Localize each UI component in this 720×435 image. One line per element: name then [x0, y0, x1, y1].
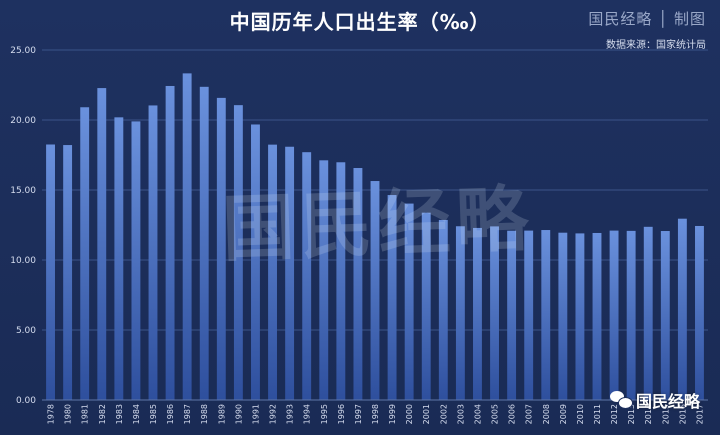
- wechat-account-badge: 国民经略: [610, 388, 700, 412]
- x-tick-label: 2010: [576, 404, 585, 424]
- bar-1999: [388, 195, 397, 400]
- bar-2017: [695, 226, 704, 400]
- y-tick-label: 10.00: [10, 256, 36, 266]
- bar-1981: [80, 107, 89, 400]
- x-tick-label: 2008: [542, 404, 551, 424]
- bar-1986: [166, 86, 175, 400]
- x-tick-label: 1989: [217, 404, 226, 424]
- bar-1980: [63, 145, 72, 400]
- bar-2002: [439, 220, 448, 400]
- wechat-account-name: 国民经略: [636, 388, 700, 412]
- bar-2005: [490, 226, 499, 400]
- bar-1989: [217, 98, 226, 400]
- bar-2013: [627, 231, 636, 400]
- bar-2008: [541, 230, 550, 400]
- x-tick-label: 2002: [439, 404, 448, 424]
- x-tick-label: 1996: [337, 404, 346, 424]
- x-tick-label: 2011: [593, 404, 602, 424]
- bar-1983: [114, 117, 123, 400]
- y-tick-label: 25.00: [10, 46, 36, 56]
- x-tick-label: 2009: [559, 404, 568, 424]
- x-tick-label: 2003: [456, 404, 465, 424]
- bar-1990: [234, 105, 243, 400]
- x-tick-label: 1988: [200, 404, 209, 424]
- x-tick-label: 2005: [491, 404, 500, 424]
- bar-2003: [456, 226, 465, 400]
- x-tick-label: 1992: [269, 404, 278, 424]
- bar-2014: [644, 227, 653, 400]
- x-tick-label: 2001: [422, 404, 431, 424]
- bar-1998: [371, 181, 380, 400]
- bar-1982: [97, 88, 106, 400]
- bar-1996: [336, 162, 345, 400]
- x-tick-label: 1981: [81, 404, 90, 424]
- bar-2016: [678, 219, 687, 400]
- bar-2000: [405, 204, 414, 400]
- bar-2006: [507, 231, 516, 400]
- bar-2007: [524, 231, 533, 400]
- x-tick-label: 1990: [234, 404, 243, 424]
- wechat-icon: [610, 391, 632, 409]
- bar-2010: [575, 233, 584, 400]
- y-tick-label: 0.00: [16, 396, 36, 406]
- x-tick-label: 2007: [525, 404, 534, 424]
- x-tick-label: 1993: [286, 404, 295, 424]
- y-tick-label: 15.00: [10, 186, 36, 196]
- x-tick-label: 1991: [251, 404, 260, 424]
- bar-2009: [558, 233, 567, 400]
- x-tick-label: 1982: [98, 404, 107, 424]
- bar-2011: [593, 233, 602, 400]
- x-tick-label: 1995: [320, 404, 329, 424]
- x-tick-label: 1986: [166, 404, 175, 424]
- bar-1997: [353, 168, 362, 400]
- x-tick-label: 1999: [388, 404, 397, 424]
- bar-1987: [183, 73, 192, 400]
- x-tick-label: 1987: [183, 404, 192, 424]
- bar-2012: [610, 231, 619, 400]
- x-tick-label: 1984: [132, 404, 141, 424]
- y-tick-label: 20.00: [10, 116, 36, 126]
- x-tick-label: 2004: [473, 404, 482, 424]
- x-tick-label: 1978: [47, 404, 56, 424]
- x-tick-label: 1994: [303, 404, 312, 424]
- x-tick-label: 1998: [371, 404, 380, 424]
- bar-1978: [46, 145, 55, 401]
- bar-1992: [268, 145, 277, 400]
- x-tick-label: 1980: [64, 404, 73, 424]
- x-tick-label: 2006: [508, 404, 517, 424]
- x-tick-label: 2000: [405, 404, 414, 424]
- bar-2004: [473, 228, 482, 400]
- bar-1994: [302, 152, 311, 400]
- x-tick-label: 1985: [149, 404, 158, 424]
- bar-1984: [131, 121, 140, 400]
- x-tick-label: 1997: [354, 404, 363, 424]
- bar-1985: [149, 105, 158, 400]
- y-tick-label: 5.00: [16, 326, 36, 336]
- bar-1991: [251, 124, 260, 400]
- bar-2001: [422, 213, 431, 400]
- x-tick-label: 1983: [115, 404, 124, 424]
- bar-1988: [200, 87, 209, 400]
- bar-2015: [661, 231, 670, 400]
- bar-1993: [285, 147, 294, 400]
- bar-1995: [319, 160, 328, 400]
